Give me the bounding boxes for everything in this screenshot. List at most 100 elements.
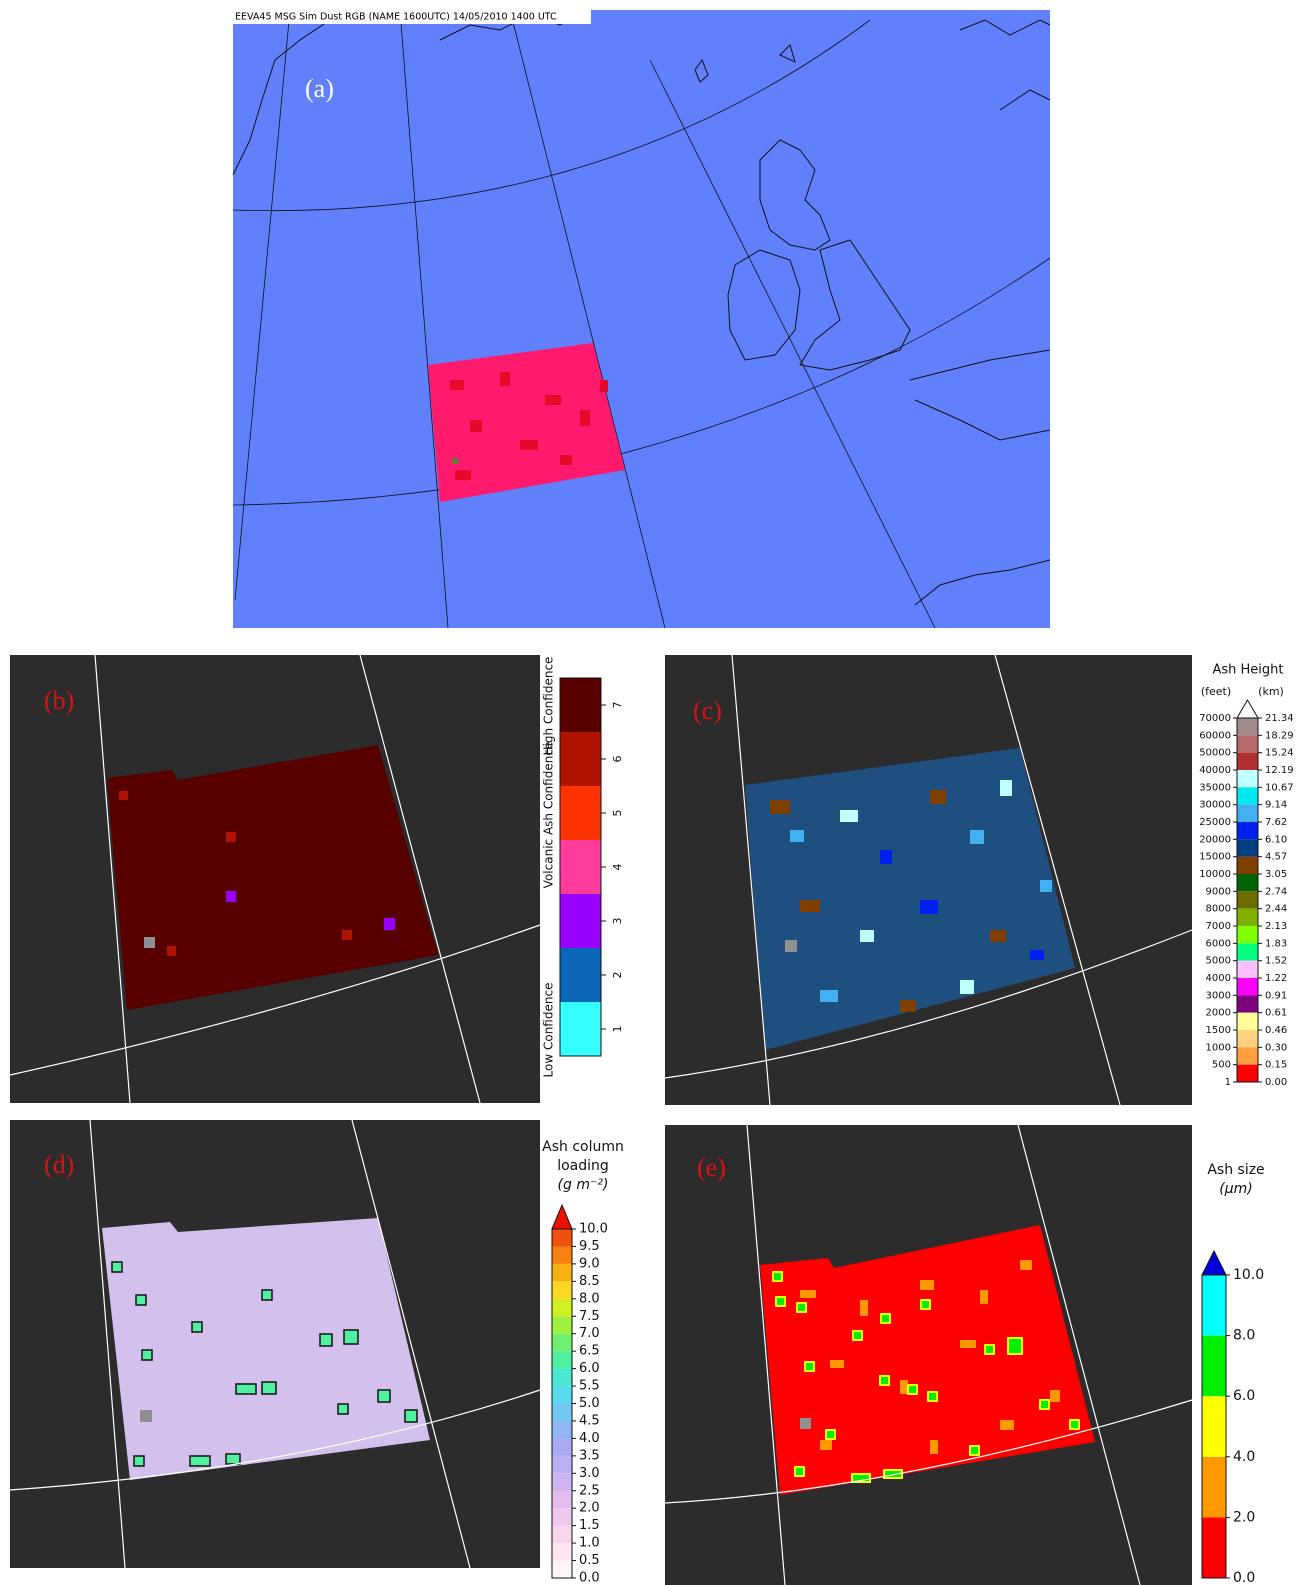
- colorbar: 7000060000500004000035000300002500020000…: [1199, 663, 1293, 1089]
- colorbar-tick-label: 3.0: [579, 1466, 600, 1481]
- colorbar-tick-label: 21.34: [1265, 713, 1294, 724]
- colorbar-tick-label: 10.0: [1233, 1267, 1264, 1283]
- colorbar-title: Volcanic Ash Confidence: [542, 742, 556, 889]
- panel-b: (b) 1234567Volcanic Ash ConfidenceHigh C…: [10, 655, 624, 1103]
- colorbar-swatch: [552, 1421, 572, 1438]
- colorbar-tick-label: 6.5: [579, 1344, 600, 1359]
- colorbar-swatch: [1237, 787, 1258, 804]
- colorbar-tick-label: 5: [611, 810, 624, 817]
- colorbar-tick-label: 9.14: [1265, 800, 1287, 811]
- colorbar-swatch: [1237, 1030, 1258, 1047]
- colorbar-tick-label: 6000: [1206, 938, 1231, 949]
- colorbar-tick-label: 1.22: [1265, 973, 1287, 984]
- colorbar-tick-label: 2000: [1206, 1008, 1231, 1019]
- panel-d: (d) 0.00.51.01.52.02.53.03.54.04.55.05.5…: [10, 1120, 624, 1585]
- colorbar-swatch: [560, 732, 601, 786]
- colorbar-tick-label: 4000: [1206, 973, 1231, 984]
- colorbar-swatch: [552, 1316, 572, 1333]
- colorbar-title: (μm): [1219, 1181, 1252, 1197]
- colorbar-swatch: [1237, 770, 1258, 787]
- colorbar: 0.02.04.06.08.010.0Ash size(μm): [1202, 1162, 1265, 1585]
- colorbar-unit: (feet): [1201, 685, 1231, 698]
- colorbar-tick-label: 70000: [1199, 713, 1231, 724]
- colorbar-swatch: [552, 1456, 572, 1473]
- colorbar-tick-label: 3000: [1206, 990, 1231, 1001]
- colorbar-title: Low Confidence: [542, 983, 556, 1078]
- colorbar-tick-label: 2.13: [1265, 921, 1287, 932]
- colorbar-tick-label: 0.46: [1265, 1025, 1287, 1036]
- colorbar-swatch: [552, 1508, 572, 1525]
- colorbar-swatch: [1237, 995, 1258, 1012]
- colorbar-swatch: [552, 1543, 572, 1560]
- colorbar-title: (g m⁻²): [558, 1177, 609, 1193]
- colorbar-tick-label: 2.0: [579, 1501, 600, 1516]
- colorbar-tick-label: 8.0: [1233, 1328, 1255, 1344]
- colorbar-swatch: [1202, 1396, 1226, 1457]
- colorbar-swatch: [1237, 961, 1258, 978]
- colorbar-swatch: [1202, 1457, 1226, 1518]
- panel-label: (e): [697, 1153, 726, 1182]
- colorbar-swatch: [1237, 718, 1258, 735]
- panel-label: (a): [305, 74, 334, 103]
- colorbar-tick-label: 1.0: [579, 1536, 600, 1551]
- colorbar-swatch: [552, 1473, 572, 1490]
- ash-pixel: [452, 458, 458, 464]
- colorbar-swatch: [1237, 1065, 1258, 1082]
- colorbar-swatch: [560, 786, 601, 840]
- colorbar-tick-label: 9000: [1206, 886, 1231, 897]
- ash-pixel: [140, 1410, 152, 1422]
- colorbar-tick-label: 5.5: [579, 1379, 600, 1394]
- colorbar-swatch: [552, 1264, 572, 1281]
- colorbar-tick-label: 4: [611, 864, 624, 871]
- colorbar-tick-label: 0.00: [1265, 1077, 1287, 1088]
- colorbar-tick-label: 0.5: [579, 1553, 600, 1568]
- colorbar-swatch: [552, 1281, 572, 1298]
- colorbar-swatch: [1202, 1275, 1226, 1336]
- colorbar-tick-label: 10000: [1199, 869, 1231, 880]
- colorbar-swatch: [1237, 857, 1258, 874]
- colorbar-tick-label: 4.0: [579, 1431, 600, 1446]
- colorbar-tick-label: 6.10: [1265, 834, 1287, 845]
- colorbar-tick-label: 1: [611, 1026, 624, 1033]
- colorbar-tick-label: 35000: [1199, 782, 1231, 793]
- colorbar-tick-label: 3.5: [579, 1448, 600, 1463]
- colorbar-tick-label: 7.62: [1265, 817, 1287, 828]
- colorbar-swatch: [560, 948, 601, 1002]
- colorbar-tick-label: 12.19: [1265, 765, 1294, 776]
- colorbar-tick-label: 9.0: [579, 1256, 600, 1271]
- colorbar-swatch: [1237, 1047, 1258, 1064]
- colorbar-swatch: [552, 1491, 572, 1508]
- colorbar-swatch: [1237, 909, 1258, 926]
- colorbar-title: loading: [557, 1158, 609, 1174]
- colorbar-swatch: [1237, 943, 1258, 960]
- ash-pixel: [342, 930, 352, 940]
- colorbar-tick-label: 3: [611, 918, 624, 925]
- colorbar-tick-label: 7.0: [579, 1326, 600, 1341]
- colorbar-swatch: [1237, 978, 1258, 995]
- panel-label: (c): [693, 696, 722, 725]
- colorbar-tick-label: 30000: [1199, 800, 1231, 811]
- colorbar-tick-label: 8.5: [579, 1274, 600, 1289]
- colorbar-tick-label: 40000: [1199, 765, 1231, 776]
- ash-pixel: [167, 946, 176, 956]
- colorbar-swatch: [560, 678, 601, 732]
- colorbar-swatch: [552, 1438, 572, 1455]
- colorbar-tick-label: 4.5: [579, 1413, 600, 1428]
- colorbar-tick-label: 8000: [1206, 904, 1231, 915]
- colorbar-title: Ash Height: [1212, 663, 1283, 678]
- ash-pixel: [119, 791, 128, 800]
- colorbar-swatch: [560, 840, 601, 894]
- colorbar-swatch: [1237, 926, 1258, 943]
- colorbar-swatch: [1237, 805, 1258, 822]
- ash-pixel: [144, 937, 155, 948]
- colorbar-swatch: [1237, 822, 1258, 839]
- colorbar-swatch: [552, 1334, 572, 1351]
- ash-pixel: [226, 832, 236, 842]
- colorbar-tick-label: 0.0: [1233, 1570, 1255, 1585]
- colorbar-title: High Confidence: [542, 657, 556, 756]
- colorbar-tick-label: 1000: [1206, 1042, 1231, 1053]
- colorbar-tick-label: 25000: [1199, 817, 1231, 828]
- colorbar-tick-label: 3.05: [1265, 869, 1287, 880]
- colorbar-swatch: [1237, 753, 1258, 770]
